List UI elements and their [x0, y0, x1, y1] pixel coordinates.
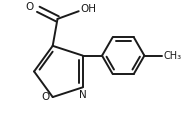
- Text: O: O: [25, 2, 33, 12]
- Text: N: N: [79, 90, 87, 100]
- Text: CH₃: CH₃: [164, 51, 182, 61]
- Text: O: O: [42, 92, 50, 102]
- Text: OH: OH: [81, 4, 97, 14]
